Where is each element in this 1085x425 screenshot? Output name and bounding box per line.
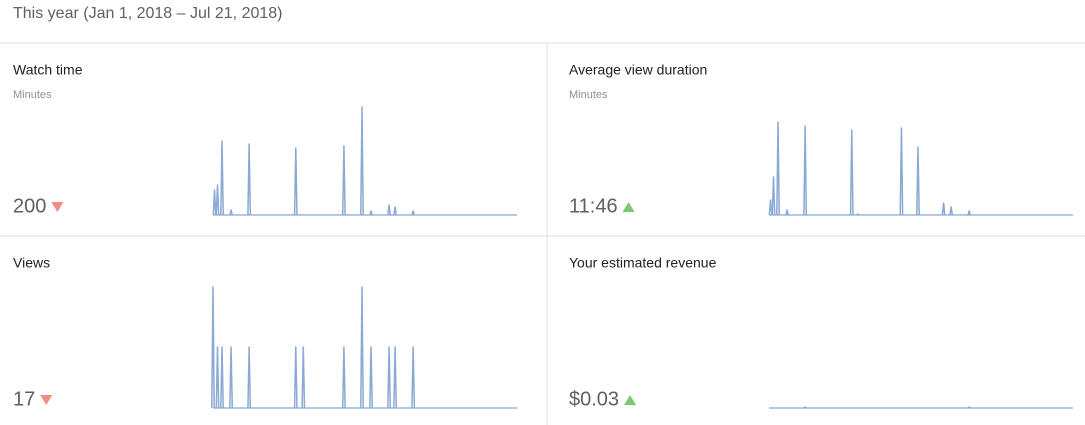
card-value: 11:46 <box>569 195 618 217</box>
sparkline-spike <box>360 286 364 409</box>
sparkline-spike <box>341 346 346 409</box>
sparkline-spike <box>899 127 904 216</box>
sparkline-spike <box>785 209 789 216</box>
card-subtitle: Minutes <box>13 89 52 101</box>
sparkline-spike <box>916 146 920 216</box>
card-value: 200 <box>13 195 46 217</box>
card-value: $0.03 <box>569 388 619 410</box>
sparkline-spike <box>803 125 808 216</box>
sparkline-spike <box>411 346 416 409</box>
sparkline-spike <box>211 286 215 409</box>
sparkline-spike <box>941 202 946 216</box>
period-title: This year (Jan 1, 2018 – Jul 21, 2018) <box>13 5 283 22</box>
card-title: Your estimated revenue <box>569 255 717 271</box>
card-subtitle: Minutes <box>569 89 608 101</box>
sparkline-spike <box>768 199 773 216</box>
sparkline-spike <box>369 210 373 216</box>
trend-indicator <box>624 395 637 405</box>
sparkline-spike <box>229 209 233 216</box>
sparkline-spike <box>803 406 807 409</box>
sparkline-spike <box>387 346 392 409</box>
sparkline-spike <box>220 140 224 216</box>
sparkline-spike <box>967 406 971 409</box>
sparkline-spike <box>220 346 224 409</box>
sparkline-spike <box>411 210 416 216</box>
sparkline-spike <box>360 106 364 216</box>
sparkline-spike <box>967 210 972 216</box>
card-title: Average view duration <box>569 62 707 78</box>
sparkline-spike <box>341 145 346 216</box>
sparkline-spike <box>369 346 373 409</box>
sparkline-spike <box>215 346 220 409</box>
sparkline-spike <box>293 147 298 216</box>
trend-indicator <box>622 202 635 212</box>
sparkline-spike <box>229 346 234 409</box>
sparkline-spike <box>856 213 860 216</box>
sparkline-spike <box>301 346 306 409</box>
trend-indicator <box>51 202 64 212</box>
sparkline-spike <box>215 184 220 216</box>
sparkline-spike <box>293 346 298 409</box>
card-title: Views <box>13 255 50 271</box>
card-title: Watch time <box>13 62 83 78</box>
trend-indicator <box>40 395 53 405</box>
sparkline-spike <box>247 143 252 216</box>
sparkline-spike <box>949 206 954 216</box>
sparkline-spike <box>247 346 252 409</box>
sparkline-spike <box>393 206 398 216</box>
sparkline-spike <box>393 346 398 409</box>
sparkline-spike <box>776 121 780 216</box>
sparkline-spike <box>771 176 776 216</box>
sparkline-spike <box>212 189 217 216</box>
sparkline-spike <box>387 204 392 216</box>
card-value: 17 <box>13 388 35 410</box>
sparkline-spike <box>849 129 854 216</box>
